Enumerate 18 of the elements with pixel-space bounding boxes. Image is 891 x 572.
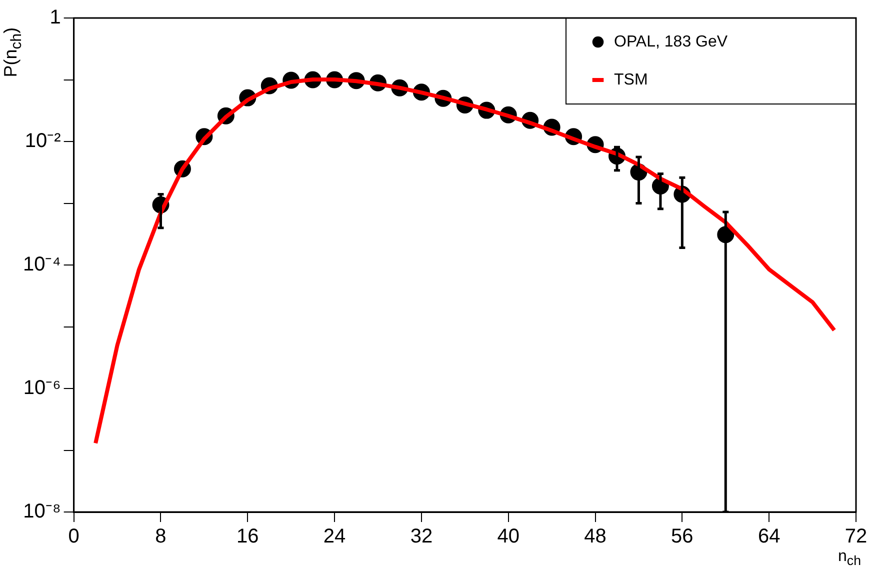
x-axis-title: n$_{ch}$ bbox=[838, 548, 861, 568]
x-tick-label: 40 bbox=[497, 526, 520, 548]
x-tick-label: 56 bbox=[671, 526, 694, 548]
x-tick-label: 32 bbox=[410, 526, 433, 548]
x-tick-label: 64 bbox=[758, 526, 780, 548]
y-tick-label: 10⁻⁴ bbox=[22, 254, 61, 276]
x-tick-label: 8 bbox=[155, 526, 166, 548]
y-tick-label: 10⁻⁸ bbox=[23, 500, 61, 523]
x-tick-label: 72 bbox=[844, 526, 868, 548]
y-tick-label: 10⁻² bbox=[24, 130, 62, 152]
y-tick-label: 10⁻⁶ bbox=[23, 377, 61, 400]
x-tick-label: 16 bbox=[236, 526, 259, 548]
x-tick-label: 0 bbox=[68, 526, 80, 548]
x-tick-label: 24 bbox=[323, 526, 346, 548]
legend-label: TSM bbox=[614, 71, 648, 88]
x-tick-label: 48 bbox=[584, 526, 606, 548]
legend-label: OPAL, 183 GeV bbox=[614, 33, 728, 50]
y-tick-label: 1 bbox=[50, 6, 61, 29]
